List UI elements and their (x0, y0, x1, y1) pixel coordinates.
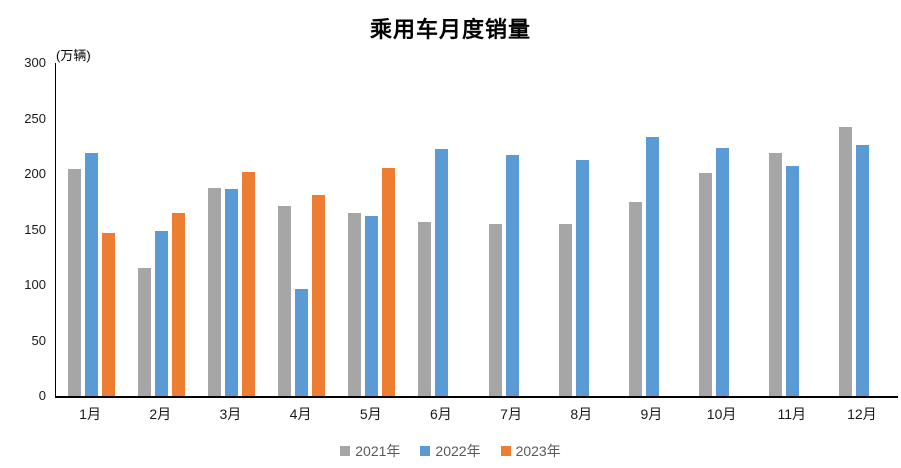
legend-swatch-icon (420, 446, 431, 456)
bar-2022年-7月 (505, 154, 519, 396)
bar-2022年-11月 (786, 165, 800, 396)
bar-2021年-7月 (488, 223, 502, 396)
legend-label: 2022年 (435, 443, 481, 459)
x-axis-label-12月: 12月 (847, 406, 877, 422)
bar-2023年-2月 (171, 212, 185, 396)
bar-2021年-3月 (207, 188, 221, 396)
bar-group-7月 (488, 154, 536, 396)
x-axis-label-1月: 1月 (79, 406, 101, 422)
legend: 2021年 2022年 2023年 (0, 441, 901, 461)
y-tick-label: 100 (24, 277, 46, 292)
bar-2022年-1月 (84, 153, 98, 396)
bar-group-1月 (67, 153, 115, 396)
bar-group-10月 (699, 148, 746, 396)
y-tick-label: 0 (38, 388, 46, 403)
legend-swatch-icon (340, 446, 351, 456)
bar-2023年-3月 (241, 172, 255, 396)
y-axis-unit-label: (万辆) (56, 48, 91, 63)
bar-2022年-12月 (856, 144, 870, 396)
x-axis-label-6月: 6月 (430, 406, 452, 422)
legend-item-2021年: 2021年 (340, 441, 400, 461)
x-axis-label-11月: 11月 (777, 406, 807, 422)
bar-2022年-6月 (435, 149, 449, 396)
x-axis-label-5月: 5月 (359, 406, 382, 422)
bar-group-12月 (839, 127, 886, 396)
legend-label: 2021年 (355, 443, 401, 459)
bar-group-6月 (418, 149, 465, 396)
x-axis-label-7月: 7月 (500, 406, 522, 422)
y-tick-label: 150 (24, 221, 46, 237)
x-axis-label-2月: 2月 (149, 406, 172, 422)
bar-2021年-5月 (348, 213, 362, 396)
bar-group-8月 (558, 160, 606, 396)
bar-2021年-9月 (628, 201, 642, 396)
bar-2022年-3月 (224, 189, 238, 396)
bar-group-4月 (278, 194, 326, 396)
y-tick-label: 300 (24, 55, 46, 70)
bar-2022年-10月 (716, 148, 730, 396)
bar-2023年-1月 (101, 232, 115, 396)
bar-group-11月 (769, 152, 816, 396)
bar-2022年-2月 (154, 230, 168, 396)
legend-item-2022年: 2022年 (420, 441, 481, 461)
bar-2021年-11月 (769, 152, 783, 396)
bar-2023年-4月 (312, 194, 326, 396)
bar-2021年-1月 (67, 169, 81, 396)
bar-2022年-4月 (295, 288, 309, 396)
bar-group-5月 (348, 168, 396, 396)
bar-2022年-9月 (645, 137, 659, 396)
bar-2021年-12月 (839, 127, 853, 396)
bar-2022年-8月 (575, 160, 589, 396)
legend-label: 2023年 (515, 443, 561, 459)
y-tick-label: 250 (24, 110, 46, 126)
chart-title: 乘用车月度销量 (369, 17, 531, 43)
x-axis-label-3月: 3月 (219, 406, 242, 422)
bar-2023年-5月 (382, 168, 396, 396)
x-axis-label-9月: 9月 (640, 406, 663, 422)
bar-group-2月 (137, 212, 185, 396)
bar-2021年-10月 (699, 173, 713, 396)
bar-2021年-4月 (278, 206, 292, 396)
bar-2021年-6月 (418, 221, 432, 396)
x-axis-label-10月: 10月 (706, 406, 737, 422)
bar-2021年-2月 (137, 267, 151, 396)
bar-2022年-5月 (365, 215, 379, 396)
legend-swatch-icon (500, 446, 511, 456)
legend-item-2023年: 2023年 (500, 441, 561, 461)
bar-2021年-8月 (558, 223, 572, 396)
bar-group-3月 (207, 172, 255, 396)
y-tick-label: 50 (31, 332, 46, 348)
bar-group-9月 (628, 137, 676, 396)
x-axis-label-8月: 8月 (570, 406, 593, 422)
y-tick-label: 200 (24, 166, 46, 181)
plot-area (55, 63, 898, 398)
x-axis-label-4月: 4月 (289, 406, 312, 422)
